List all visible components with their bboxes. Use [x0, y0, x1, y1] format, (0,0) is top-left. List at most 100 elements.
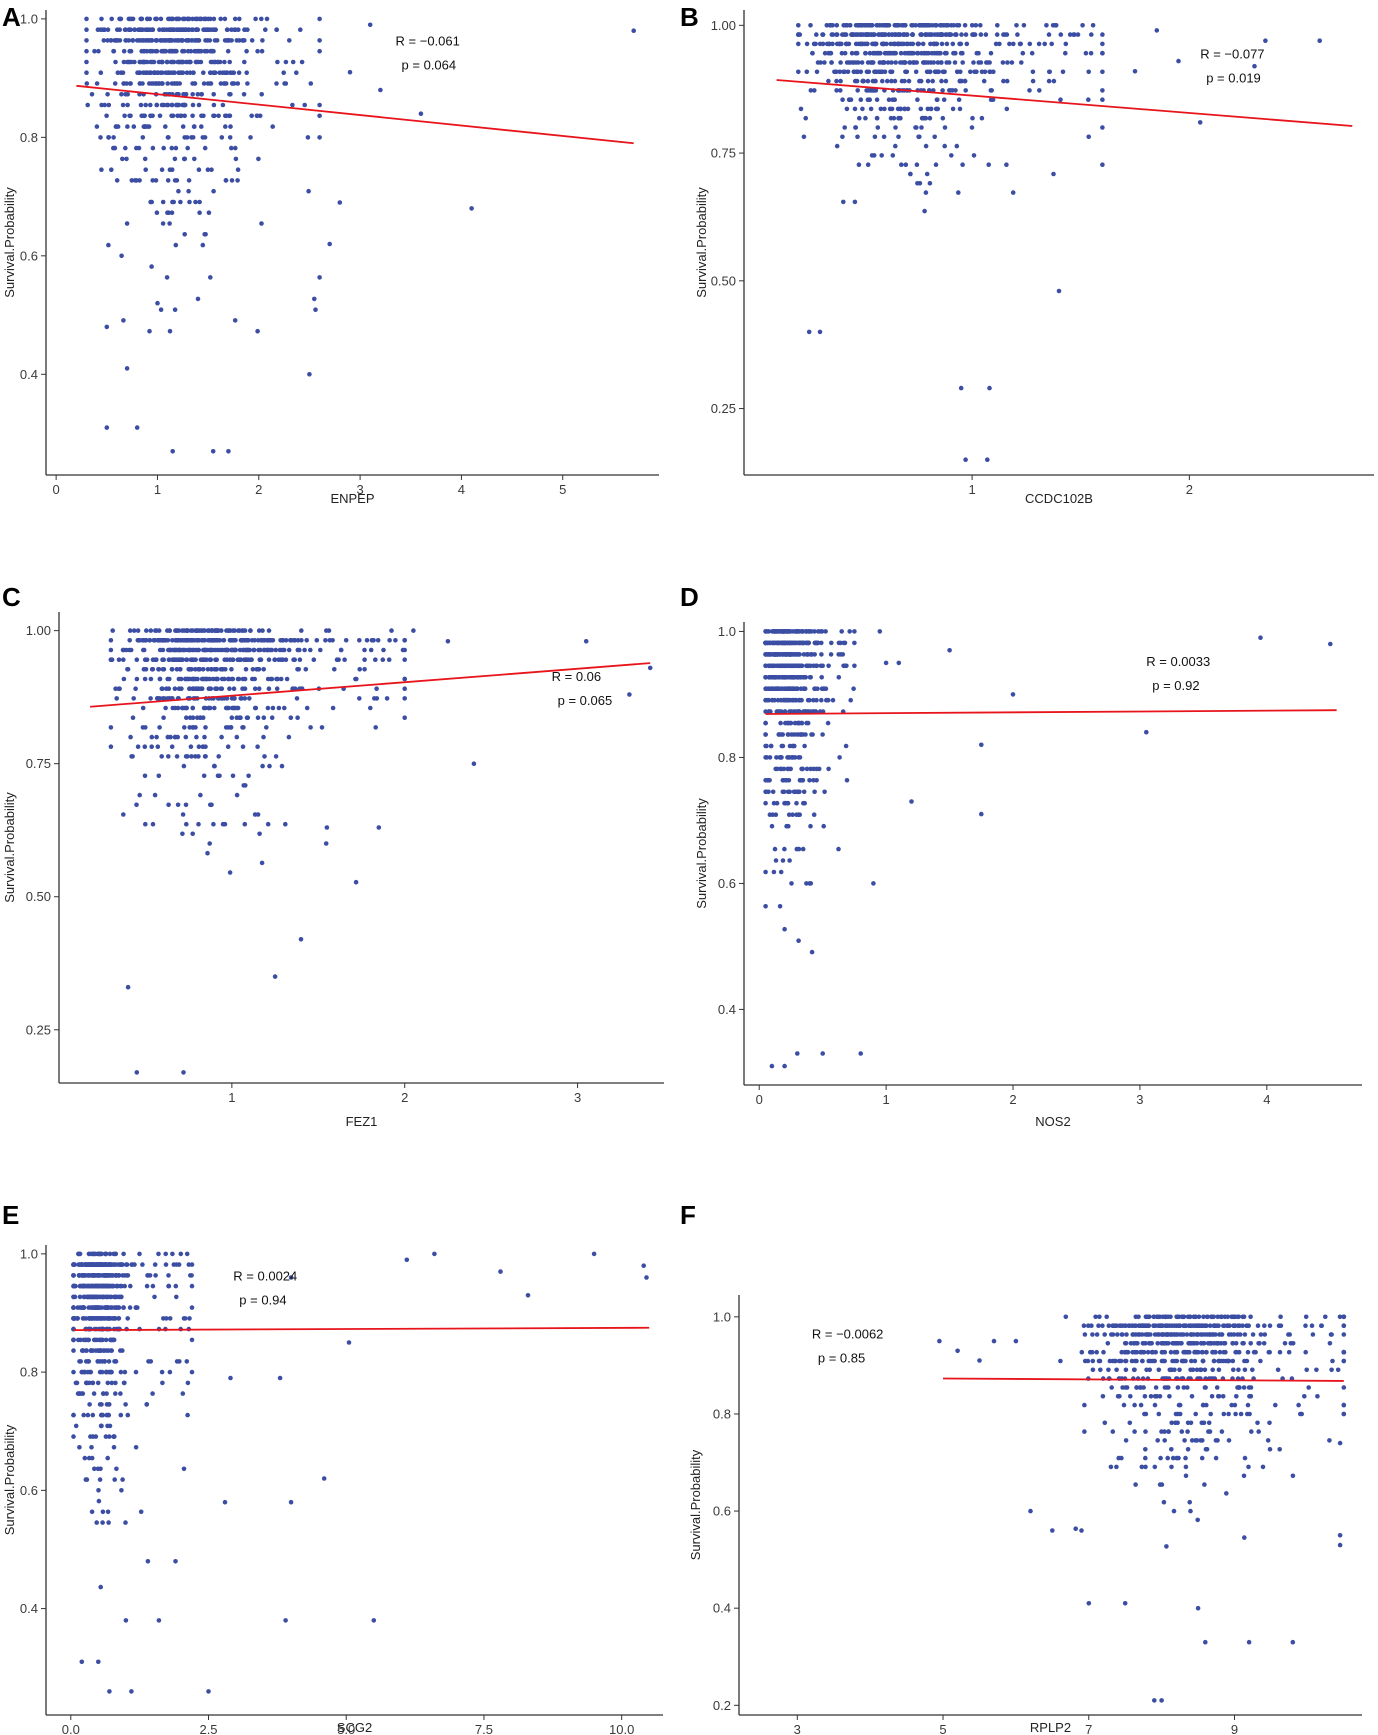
scatter-point	[1192, 1349, 1198, 1355]
scatter-point	[1236, 1349, 1242, 1355]
scatter-point	[940, 32, 945, 37]
scatter-point	[223, 178, 229, 183]
scatter-point	[1036, 41, 1042, 47]
scatter-point	[1208, 1411, 1213, 1417]
scatter-point	[144, 628, 149, 633]
scatter-point	[107, 1689, 112, 1694]
y-tick-label: 1.0	[20, 1246, 38, 1261]
scatter-point	[1127, 1420, 1133, 1426]
scatter-point	[1166, 1385, 1171, 1390]
scatter-point	[1087, 1349, 1093, 1355]
scatter-point	[88, 1434, 93, 1439]
scatter-point	[203, 38, 208, 43]
scatter-point	[913, 69, 919, 75]
scatter-point	[299, 59, 305, 65]
scatter-point	[73, 1423, 79, 1429]
scatter-point	[1189, 1358, 1194, 1364]
scatter-point	[763, 800, 768, 806]
scatter-point	[796, 23, 801, 28]
scatter-point	[918, 106, 924, 112]
scatter-point	[963, 88, 968, 93]
scatter-point	[798, 106, 804, 112]
scatter-point	[806, 663, 811, 669]
scatter-point	[1204, 1447, 1210, 1452]
scatter-point	[948, 32, 954, 37]
scatter-point	[242, 27, 248, 32]
scatter-point	[1086, 134, 1091, 140]
scatter-point	[229, 70, 235, 75]
scatter-point	[1136, 1314, 1141, 1320]
scatter-point	[272, 974, 278, 979]
scatter-point	[1124, 1332, 1129, 1337]
scatter-point	[910, 32, 915, 37]
scatter-point	[1140, 1358, 1145, 1364]
scatter-point	[906, 78, 912, 84]
scatter-point	[903, 162, 909, 167]
scatter-point	[1225, 1358, 1231, 1364]
scatter-point	[987, 60, 992, 65]
scatter-point	[114, 1305, 119, 1310]
scatter-point	[255, 48, 260, 54]
scatter-point	[937, 1338, 942, 1344]
scatter-point	[111, 48, 116, 54]
scatter-point	[272, 657, 277, 662]
scatter-point	[1242, 1332, 1248, 1337]
scatter-point	[1127, 1323, 1132, 1328]
scatter-point	[1056, 288, 1062, 294]
scatter-point	[1267, 1420, 1272, 1426]
y-tick-label: 0.4	[718, 1002, 736, 1017]
scatter-point	[248, 628, 253, 633]
scatter-point	[111, 1316, 116, 1321]
scatter-point	[811, 41, 817, 47]
scatter-point	[1100, 97, 1105, 102]
scatter-point	[125, 102, 130, 108]
scatter-point	[185, 1380, 191, 1386]
scatter-point	[1330, 1358, 1335, 1364]
scatter-point	[1273, 1402, 1278, 1408]
scatter-point	[120, 156, 125, 162]
scatter-point	[98, 135, 103, 140]
scatter-point	[1122, 1341, 1128, 1346]
scatter-point	[805, 652, 810, 657]
scatter-point	[159, 70, 165, 75]
scatter-point	[202, 657, 208, 662]
scatter-point	[1262, 1332, 1268, 1337]
scatter-point	[193, 199, 198, 205]
scatter-point	[264, 725, 269, 730]
scatter-point	[928, 106, 934, 112]
scatter-point	[1093, 1314, 1098, 1320]
scatter-point	[71, 1434, 76, 1439]
scatter-point	[135, 638, 141, 643]
scatter-point	[956, 23, 962, 28]
scatter-point	[178, 1251, 184, 1257]
scatter-point	[801, 686, 807, 691]
scatter-point	[1275, 1367, 1281, 1373]
scatter-point	[886, 50, 891, 56]
x-tick-label: 2	[1186, 482, 1193, 497]
scatter-point	[871, 32, 876, 37]
scatter-point	[1245, 1402, 1251, 1408]
scatter-point	[778, 869, 784, 875]
scatter-point	[1337, 1314, 1343, 1320]
scatter-point	[269, 715, 275, 720]
scatter-point	[75, 1391, 81, 1396]
scatter-point	[163, 38, 168, 43]
scatter-point	[826, 663, 831, 669]
scatter-point	[211, 188, 216, 194]
scatter-point	[1241, 1341, 1246, 1346]
scatter-point	[1221, 1358, 1226, 1364]
scatter-point	[307, 372, 312, 377]
scatter-point	[181, 763, 187, 769]
scatter-point	[196, 102, 202, 108]
scatter-point	[86, 1337, 92, 1343]
scatter-point	[125, 124, 130, 129]
scatter-point	[767, 755, 773, 760]
y-tick-label: 1.00	[711, 18, 736, 33]
scatter-point	[1058, 1358, 1063, 1364]
scatter-point	[181, 92, 186, 97]
scatter-point	[796, 32, 801, 37]
x-tick-label: 1	[154, 482, 161, 497]
scatter-point	[1248, 1385, 1254, 1390]
scatter-point	[1226, 1323, 1231, 1328]
scatter-point	[259, 860, 265, 866]
